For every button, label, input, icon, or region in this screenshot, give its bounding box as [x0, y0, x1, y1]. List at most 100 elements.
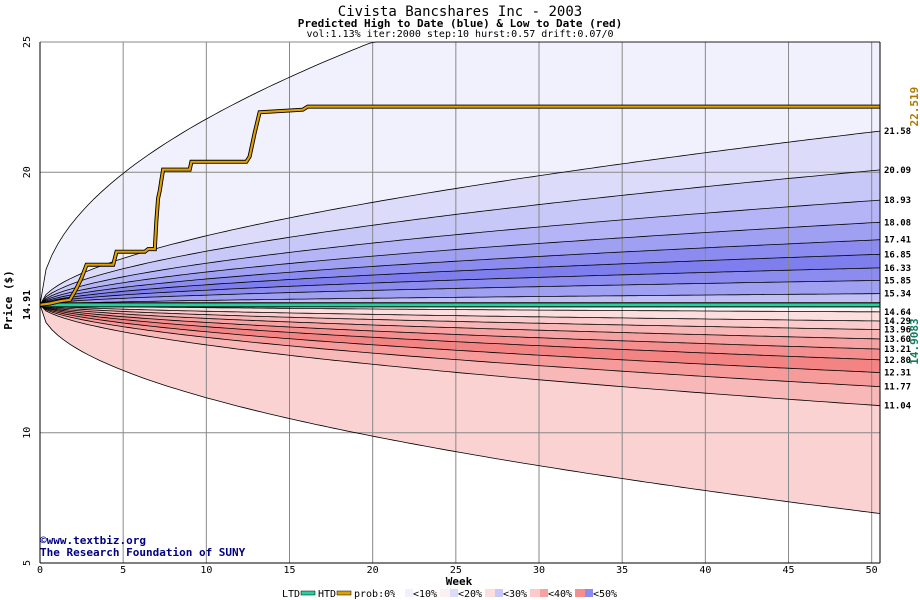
high-end-label-0: 21.58: [884, 127, 911, 137]
high-band-7: [40, 267, 880, 305]
low-band-6: [40, 304, 880, 373]
high-band-line-3: [39, 221, 881, 306]
low-band-7: [40, 304, 880, 387]
watermark-foundation: The Research Foundation of SUNY: [40, 546, 246, 559]
band-end-labels: 21.58 20.09 18.93 18.08 17.41 16.85 16.33 15.85…: [884, 87, 920, 412]
legend-item-label-4: <50%: [593, 589, 617, 600]
legend-band-swatch-3: [540, 589, 548, 597]
low-envelope-line: [39, 304, 881, 514]
watermark-url: ©www.textbiz.org: [40, 534, 146, 547]
high-band-8: [40, 280, 880, 305]
chart-title: Civista Bancshares Inc - 2003: [338, 4, 582, 20]
legend-htd-label: HTD: [318, 589, 336, 600]
low-band-5: [40, 304, 880, 360]
probability-bands: [40, 42, 880, 514]
high-end-label-8: 15.34: [884, 290, 912, 300]
legend-prob-swatch-4: [575, 589, 591, 597]
legend-prob-swatch-3: [530, 589, 546, 597]
high-envelope-line: [39, 41, 880, 305]
x-tick-label-15: 15: [283, 565, 295, 576]
y-tick-label-5: 5: [22, 560, 33, 566]
chart-params: vol:1.13% iter:2000 step:10 hurst:0.57 d…: [306, 29, 613, 40]
low-end-label-2: 13.96: [884, 326, 911, 336]
x-tick-label-30: 30: [533, 565, 545, 576]
legend-ltd-label: LTD: [282, 589, 300, 600]
low-end-label-1: 14.29: [884, 317, 911, 327]
low-band-line-6: [39, 304, 881, 373]
x-tick-label-40: 40: [699, 565, 711, 576]
legend-band-swatch-0: [405, 589, 413, 597]
x-tick-label-5: 5: [120, 565, 126, 576]
x-tick-label-50: 50: [866, 565, 878, 576]
high-band-line-6: [39, 267, 881, 306]
high-band-1: [40, 131, 880, 305]
high-band-3: [40, 200, 880, 305]
low-band-line-1: [39, 304, 881, 322]
high-band-line-8: [39, 293, 881, 306]
high-band-line-0: [39, 130, 881, 306]
low-end-label-6: 12.31: [884, 369, 911, 379]
y-tick-label-25: 25: [22, 36, 33, 48]
ltd-end-label: 14.9083: [908, 318, 920, 364]
x-tick-label-0: 0: [37, 565, 43, 576]
legend-prob-label: prob:0%: [354, 589, 396, 600]
legend-item-label-1: <20%: [458, 589, 482, 600]
high-end-label-4: 17.41: [884, 236, 911, 246]
low-end-label-4: 13.21: [884, 345, 911, 355]
low-band-line-4: [39, 304, 881, 350]
high-band-line-5: [39, 253, 881, 306]
high-end-label-3: 18.08: [884, 218, 911, 228]
high-band-4: [40, 222, 880, 305]
low-end-label-0: 14.64: [884, 308, 912, 318]
legend-prob-swatch-1: [440, 589, 456, 597]
high-band-5: [40, 239, 880, 305]
high-band-2: [40, 169, 880, 305]
chart-subtitle: Predicted High to Date (blue) & Low to D…: [298, 17, 623, 30]
low-band-2: [40, 304, 880, 330]
x-tick-label-25: 25: [450, 565, 462, 576]
high-band-line-7: [39, 280, 881, 306]
legend: LTD HTD prob:0% <10% <20% <30% <40% <50%: [282, 589, 617, 600]
y-axis-label: Price ($): [2, 270, 15, 330]
series-lines: [39, 41, 881, 514]
legend-band-swatch-2: [495, 589, 503, 597]
htd-end-label: 22.519: [908, 87, 920, 127]
low-band-line-0: [39, 304, 881, 313]
start-price-label: 14.91: [22, 290, 33, 320]
legend-item-label-2: <30%: [503, 589, 527, 600]
x-tick-label-20: 20: [367, 565, 379, 576]
legend-htd-swatch: [336, 590, 352, 596]
legend-item-label-0: <10%: [413, 589, 437, 600]
high-end-label-6: 16.33: [884, 264, 911, 274]
low-band-line-2: [39, 304, 881, 330]
low-band-4: [40, 304, 880, 350]
high-band-line-1: [39, 169, 881, 306]
x-axis-label: Week: [446, 575, 473, 588]
low-end-label-7: 11.77: [884, 383, 911, 393]
y-tick-label-10: 10: [22, 427, 33, 439]
low-end-label-5: 12.80: [884, 356, 911, 366]
high-end-label-7: 15.85: [884, 276, 911, 286]
legend-prob-swatch-2: [485, 589, 501, 597]
low-band-1: [40, 304, 880, 321]
high-end-label-2: 18.93: [884, 196, 911, 206]
high-band-line-2: [39, 199, 881, 306]
legend-item-label-3: <40%: [548, 589, 572, 600]
y-tick-label-20: 20: [22, 166, 33, 178]
low-band-8: [40, 304, 880, 406]
x-tick-label-45: 45: [782, 565, 794, 576]
low-band-line-5: [39, 304, 881, 361]
low-band-line-7: [39, 304, 881, 387]
high-band-line-4: [39, 239, 881, 306]
x-tick-label-10: 10: [200, 565, 212, 576]
low-band-line-8: [39, 304, 881, 407]
low-end-label-8: 11.04: [884, 402, 912, 412]
legend-band-swatch-4: [585, 589, 593, 597]
x-tick-label-35: 35: [616, 565, 628, 576]
legend-band-swatch-1: [450, 589, 458, 597]
legend-prob-swatch-0: [395, 589, 411, 597]
high-end-label-5: 16.85: [884, 250, 911, 260]
htd-line: [39, 105, 880, 306]
low-end-label-3: 13.60: [884, 335, 911, 345]
